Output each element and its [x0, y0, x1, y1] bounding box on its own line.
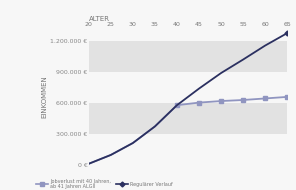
Bar	[89, 103, 287, 134]
Line: Regulärer Verlauf: Regulärer Verlauf	[87, 31, 289, 165]
Y-axis label: EINKOMMEN: EINKOMMEN	[41, 75, 47, 118]
Regulärer Verlauf	[241, 59, 245, 61]
Line: Jobverlust mit 40 Jahren,
ab 41 Jahren ALGII: Jobverlust mit 40 Jahren, ab 41 Jahren A…	[175, 95, 289, 107]
Regulärer Verlauf	[263, 44, 267, 47]
Bar	[89, 72, 287, 103]
Jobverlust mit 40 Jahren,
ab 41 Jahren ALGII	[219, 100, 223, 102]
Legend: Jobverlust mit 40 Jahren,
ab 41 Jahren ALGII, Regulärer Verlauf: Jobverlust mit 40 Jahren, ab 41 Jahren A…	[36, 179, 172, 189]
Jobverlust mit 40 Jahren,
ab 41 Jahren ALGII	[197, 101, 201, 104]
Regulärer Verlauf	[153, 125, 157, 127]
Jobverlust mit 40 Jahren,
ab 41 Jahren ALGII	[263, 97, 267, 100]
Regulärer Verlauf	[175, 104, 179, 106]
Jobverlust mit 40 Jahren,
ab 41 Jahren ALGII	[285, 96, 289, 98]
Regulärer Verlauf	[87, 163, 91, 165]
Jobverlust mit 40 Jahren,
ab 41 Jahren ALGII	[175, 104, 179, 106]
Regulärer Verlauf	[131, 142, 135, 144]
Jobverlust mit 40 Jahren,
ab 41 Jahren ALGII	[241, 99, 245, 101]
X-axis label: ALTER: ALTER	[89, 16, 110, 22]
Bar	[89, 28, 287, 41]
Regulärer Verlauf	[197, 87, 201, 90]
Bar	[89, 41, 287, 72]
Regulärer Verlauf	[285, 32, 289, 34]
Regulärer Verlauf	[219, 72, 223, 74]
Bar	[89, 134, 287, 165]
Regulärer Verlauf	[109, 154, 112, 156]
